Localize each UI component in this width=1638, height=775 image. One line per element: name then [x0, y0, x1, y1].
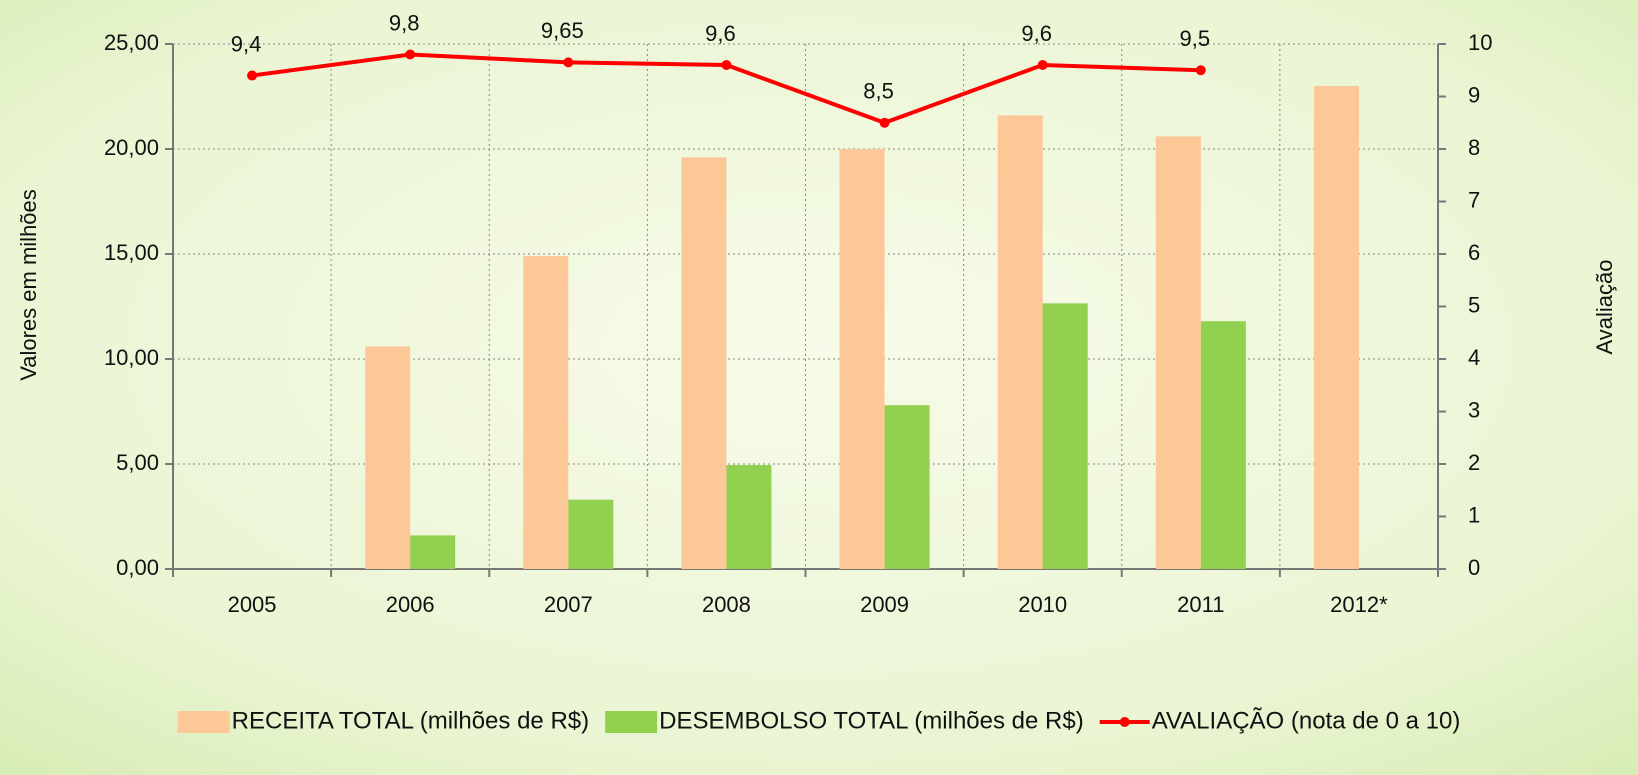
legend-label: RECEITA TOTAL (milhões de R$) [232, 707, 589, 734]
bar [410, 535, 456, 569]
y-tick-label: 25,00 [104, 30, 159, 55]
y2-tick-label: 6 [1468, 240, 1480, 265]
y-tick-label: 10,00 [104, 345, 159, 370]
y-tick-label: 20,00 [104, 135, 159, 160]
y-tick-label: 5,00 [116, 450, 159, 475]
x-tick-label: 2005 [228, 592, 277, 617]
y-axis-label: Valores em milhões [16, 189, 41, 381]
data-label: 8,5 [863, 79, 894, 104]
legend-swatch [177, 711, 230, 733]
legend-swatch-marker [1119, 717, 1130, 727]
bar [568, 499, 614, 569]
y2-axis-label: Avaliação [1592, 260, 1617, 355]
bar [1155, 136, 1201, 569]
line-point [247, 70, 258, 81]
data-label: 9,65 [541, 18, 584, 43]
legend-label: DESEMBOLSO TOTAL (milhões de R$) [659, 707, 1084, 734]
bar [523, 256, 569, 569]
line-point [1195, 65, 1206, 76]
bar [1042, 303, 1088, 569]
data-label: 9,4 [231, 31, 262, 56]
y2-tick-label: 0 [1468, 555, 1480, 580]
x-tick-label: 2011 [1177, 592, 1224, 617]
y2-tick-label: 9 [1468, 82, 1480, 107]
line-point [563, 57, 574, 68]
x-tick-label: 2010 [1018, 592, 1067, 617]
y2-tick-label: 5 [1468, 292, 1480, 317]
legend-item: RECEITA TOTAL (milhões de R$) [177, 707, 589, 734]
line-point [721, 60, 732, 70]
line-point [879, 117, 890, 128]
x-tick-label: 2007 [544, 592, 593, 617]
bar [839, 149, 885, 569]
x-tick-label: 2006 [386, 592, 435, 617]
legend-label: AVALIAÇÃO (nota de 0 a 10) [1152, 707, 1461, 734]
legend-swatch [605, 711, 658, 733]
bar [726, 465, 772, 569]
legend: RECEITA TOTAL (milhões de R$) DESEMBOLSO … [177, 707, 1461, 734]
y-tick-label: 0,00 [116, 555, 159, 580]
legend-item: DESEMBOLSO TOTAL (milhões de R$) [605, 707, 1084, 734]
y2-tick-label: 4 [1468, 345, 1480, 370]
data-label: 9,8 [389, 10, 420, 35]
y2-tick-label: 2 [1468, 450, 1480, 475]
bar [884, 405, 930, 569]
line-point [405, 49, 416, 60]
bar [997, 115, 1043, 570]
x-tick-label: 2009 [860, 592, 909, 617]
legend-item: AVALIAÇÃO (nota de 0 a 10) [1099, 707, 1461, 734]
y2-tick-label: 1 [1468, 502, 1480, 527]
bar [1313, 86, 1359, 569]
y2-tick-label: 7 [1468, 187, 1480, 212]
bar [365, 346, 411, 569]
data-label: 9,6 [1021, 21, 1052, 46]
y-tick-label: 15,00 [104, 240, 159, 265]
data-label: 9,5 [1180, 26, 1211, 51]
y2-tick-label: 10 [1468, 30, 1492, 55]
y2-tick-label: 3 [1468, 397, 1480, 422]
line-point [1037, 60, 1048, 70]
x-tick-label: 2012* [1330, 592, 1388, 617]
data-label: 9,6 [705, 21, 736, 46]
y2-tick-label: 8 [1468, 135, 1480, 160]
bar [1200, 321, 1246, 569]
x-tick-label: 2008 [702, 592, 751, 617]
bar [681, 157, 727, 569]
